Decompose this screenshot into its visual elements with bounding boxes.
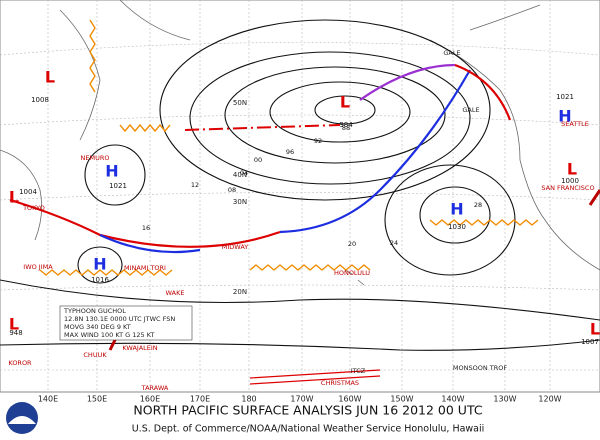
longitude-label: 180	[241, 395, 256, 404]
pressure-center-value: 948	[9, 329, 22, 337]
feature-label: MONSOON TROF	[453, 364, 507, 372]
isobar-label: 04	[240, 169, 248, 177]
feature-label: GALE	[462, 106, 479, 114]
latitude-label: 20N	[233, 288, 247, 296]
feature-label: GALE	[443, 49, 460, 57]
place-label: HONOLULU	[334, 269, 370, 277]
place-label: SAN FRANCISCO	[541, 184, 594, 192]
longitude-label: 130W	[493, 395, 516, 404]
longitude-label: 150W	[390, 395, 413, 404]
map-title: NORTH PACIFIC SURFACE ANALYSIS JUN 16 20…	[133, 403, 482, 418]
isobar-label: 20	[348, 240, 356, 248]
place-label: CHRISTMAS	[321, 379, 359, 387]
typhoon-info: TYPHOON GUCHOL	[63, 307, 126, 315]
pressure-center-symbol: H	[450, 200, 463, 219]
pressure-center-value: 1021	[556, 93, 574, 101]
isobar-label: 00	[254, 156, 262, 164]
pressure-center-symbol: L	[590, 320, 600, 339]
pressure-center-value: 1030	[448, 223, 466, 231]
isobars	[0, 19, 600, 351]
place-label: CHUUK	[83, 351, 107, 359]
longitude-label: 170E	[190, 395, 210, 404]
coastlines	[0, 0, 600, 286]
place-label: KWAJALEIN	[122, 344, 157, 352]
place-label: TOKYO	[22, 204, 45, 212]
typhoon-box	[59, 305, 193, 341]
pressure-center-value: 1000	[561, 177, 579, 185]
place-label: WAKE	[166, 289, 185, 297]
longitude-label: 140E	[38, 395, 58, 404]
pressure-center-value: 1004	[19, 188, 37, 196]
troughs	[39, 19, 539, 276]
longitude-label: 120W	[538, 395, 561, 404]
graticule	[0, 0, 600, 392]
typhoon-info: MAX WIND 100 KT G 125 KT	[64, 331, 154, 339]
pressure-center-value: 1007	[581, 338, 599, 346]
isobar-label: 28	[474, 201, 482, 209]
isobar-label: 08	[228, 186, 236, 194]
isobar-label: 92	[314, 137, 322, 145]
place-label: MINAMI TORI	[124, 264, 166, 272]
isobar-label: 96	[286, 148, 294, 156]
isobar-label: 12	[191, 181, 199, 189]
pressure-center-symbol: H	[93, 255, 106, 274]
pressure-center-symbol: L	[45, 68, 55, 87]
pressure-center-value: 1021	[109, 182, 127, 190]
feature-label: ITCZ	[351, 367, 366, 375]
isobar-label: 88	[342, 124, 350, 132]
pressure-center-symbol: L	[9, 188, 19, 207]
place-label: KOROR	[8, 359, 32, 367]
place-label: NEMURO	[81, 154, 110, 162]
place-label: MIDWAY	[222, 243, 249, 251]
isobar-label: 24	[390, 239, 398, 247]
longitude-label: 170W	[290, 395, 313, 404]
longitude-label: 140W	[441, 395, 464, 404]
pressure-center-symbol: H	[558, 107, 571, 126]
pressure-center-symbol: L	[340, 93, 350, 112]
latitude-label: 30N	[233, 198, 247, 206]
pressure-center-value: 1016	[91, 276, 109, 284]
longitude-label: 160E	[140, 395, 160, 404]
pressure-center-symbol: H	[105, 162, 118, 181]
place-label: IWO JIMA	[23, 263, 53, 271]
typhoon-info: 12.8N 130.1E 0000 UTC JTWC FSN	[64, 315, 175, 323]
typhoon-info: MOVG 340 DEG 9 KT	[64, 323, 131, 331]
noaa-logo	[6, 402, 38, 434]
longitude-label: 150E	[87, 395, 107, 404]
place-label: SEATTLE	[561, 120, 589, 128]
isobar-label: 16	[142, 224, 150, 232]
pressure-center-value: 984	[339, 121, 353, 129]
map-subtitle: U.S. Dept. of Commerce/NOAA/National Wea…	[132, 424, 485, 435]
pressure-center-symbol: L	[9, 315, 19, 334]
longitude-label: 160W	[338, 395, 361, 404]
pressure-center-symbol: L	[567, 160, 577, 179]
latitude-label: 50N	[233, 99, 247, 107]
place-label: TARAWA	[141, 384, 169, 392]
pressure-center-value: 1008	[31, 96, 49, 104]
latitude-label: 40N	[233, 171, 247, 179]
